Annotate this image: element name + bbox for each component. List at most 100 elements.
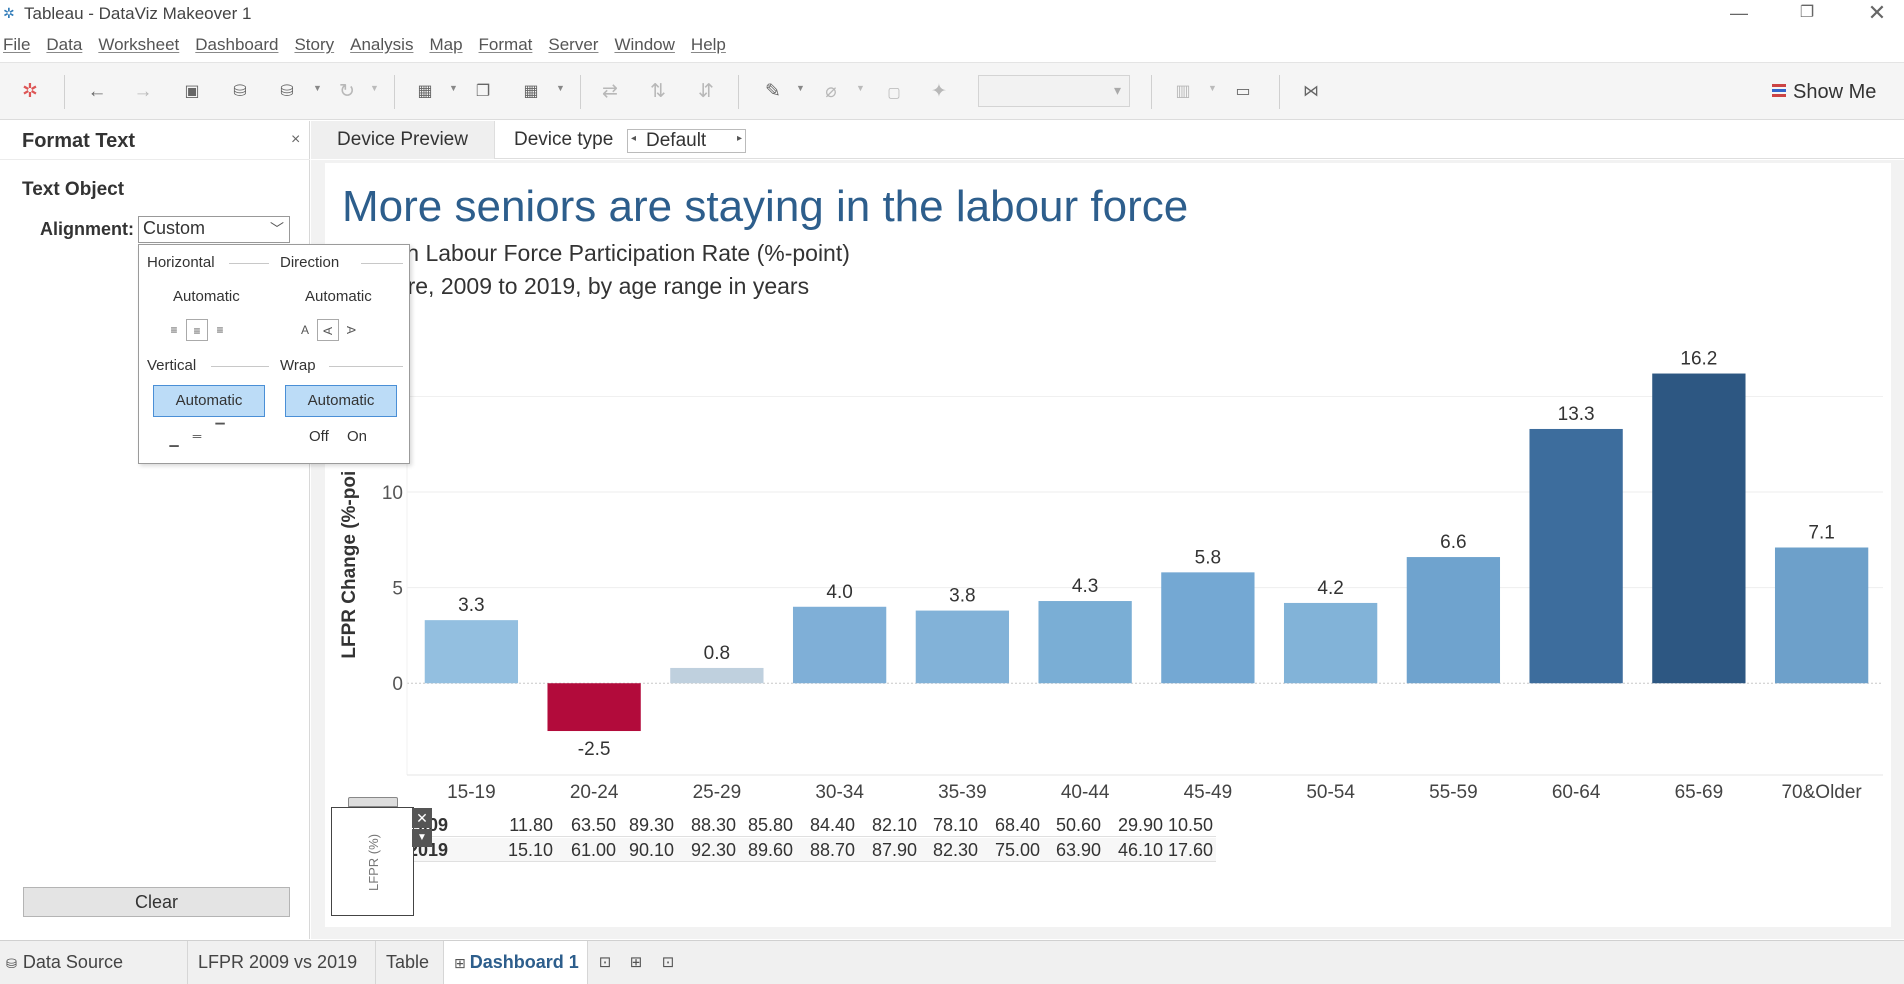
- wrap-on-option[interactable]: On: [347, 428, 368, 445]
- legend-remove-icon[interactable]: ✕: [412, 808, 432, 828]
- menu-format[interactable]: Format: [478, 35, 533, 54]
- prev-arrow-icon[interactable]: ◂: [631, 133, 637, 144]
- fit-combo[interactable]: [978, 75, 1130, 107]
- alignment-popup: Horizontal Direction Automatic Automatic…: [138, 244, 410, 464]
- wrap-automatic-button[interactable]: Automatic: [285, 385, 397, 417]
- menu-dashboard[interactable]: Dashboard: [195, 35, 279, 54]
- device-preview-button[interactable]: Device Preview: [311, 121, 495, 159]
- direction-automatic[interactable]: Automatic: [305, 288, 372, 305]
- tableau-start-icon[interactable]: ✲: [22, 81, 38, 102]
- menu-server[interactable]: Server: [548, 35, 599, 54]
- new-sheet-icon[interactable]: ▦: [417, 83, 433, 100]
- dashboard-subtitle-2[interactable]: pore, 2009 to 2019, by age range in year…: [382, 273, 810, 299]
- sort-ascending-icon[interactable]: ⇅: [650, 81, 666, 102]
- bar[interactable]: [547, 683, 641, 732]
- pause-updates-icon[interactable]: ⛁: [280, 83, 294, 100]
- legend-menu-icon[interactable]: ▼: [412, 829, 432, 847]
- sort-descending-icon[interactable]: ⇵: [698, 81, 714, 102]
- highlight-icon[interactable]: ✎: [765, 81, 781, 102]
- new-story-icon[interactable]: ⊡: [661, 954, 675, 971]
- bar[interactable]: [1038, 601, 1132, 684]
- align-right-icon[interactable]: ≡: [216, 323, 224, 337]
- sheet-tab-bar: ⛁ Data Source LFPR 2009 vs 2019 Table ⊞ Da…: [0, 940, 1904, 984]
- horizontal-automatic[interactable]: Automatic: [173, 288, 240, 305]
- group-icon[interactable]: ⌀: [825, 81, 837, 102]
- align-center-icon[interactable]: ≡: [186, 319, 208, 341]
- menu-worksheet[interactable]: Worksheet: [98, 35, 180, 54]
- bar[interactable]: [1283, 602, 1378, 684]
- align-bottom-icon[interactable]: ▁: [169, 433, 179, 447]
- y-tick-label: 10: [382, 483, 403, 504]
- menu-window[interactable]: Window: [614, 35, 675, 54]
- bar[interactable]: [670, 667, 764, 684]
- save-icon[interactable]: ▣: [184, 83, 200, 100]
- bar[interactable]: [1652, 373, 1746, 684]
- data-source-tab[interactable]: ⛁ Data Source: [0, 941, 188, 984]
- bar[interactable]: [424, 620, 519, 684]
- new-worksheet-icon[interactable]: ⊡: [598, 954, 612, 971]
- vertical-automatic-button[interactable]: Automatic: [153, 385, 265, 417]
- menu-story[interactable]: Story: [294, 35, 335, 54]
- menu-data[interactable]: Data: [46, 35, 83, 54]
- swap-icon[interactable]: ⇄: [602, 81, 618, 102]
- table-cell: 75.00: [994, 840, 1040, 860]
- show-labels-icon[interactable]: ▢: [887, 84, 901, 100]
- new-dashboard-icon[interactable]: ⊞: [629, 954, 643, 971]
- refresh-icon[interactable]: ↻: [339, 81, 355, 102]
- fix-axes-icon[interactable]: ✦: [931, 81, 947, 102]
- sheet-tab[interactable]: LFPR 2009 vs 2019: [188, 941, 376, 984]
- menu-file[interactable]: File: [3, 35, 31, 54]
- align-left-icon[interactable]: ≡: [170, 323, 178, 337]
- restore-icon[interactable]: ❐: [1799, 4, 1815, 21]
- new-data-source-icon[interactable]: ⛁: [233, 83, 247, 100]
- device-type-value: Default: [646, 130, 707, 151]
- undo-icon[interactable]: ←: [87, 81, 107, 102]
- duplicate-sheet-icon[interactable]: ❐: [475, 83, 491, 100]
- align-middle-icon[interactable]: ═: [192, 429, 202, 443]
- wrap-off-option[interactable]: Off: [309, 428, 329, 445]
- bar[interactable]: [915, 610, 1010, 684]
- align-top-icon[interactable]: ▔: [215, 423, 225, 437]
- pane-close-icon[interactable]: ×: [291, 131, 301, 148]
- cards-icon[interactable]: ▥: [1175, 83, 1191, 100]
- bar[interactable]: [1161, 572, 1255, 684]
- bar[interactable]: [1529, 428, 1623, 684]
- alignment-select[interactable]: Custom ﹀: [138, 216, 290, 243]
- direction-horizontal-icon[interactable]: A: [300, 323, 309, 337]
- legend-card[interactable]: LFPR (%): [331, 807, 414, 916]
- direction-down-icon[interactable]: A: [343, 325, 358, 335]
- sheet-tab[interactable]: Table: [376, 941, 444, 984]
- table-cell: 90.10: [628, 840, 674, 860]
- y-axis-label: LFPR Change (%-poi: [339, 471, 360, 659]
- table-cell: 46.10: [1117, 840, 1163, 860]
- bar[interactable]: [1406, 557, 1501, 684]
- menu-help[interactable]: Help: [690, 35, 726, 54]
- bar[interactable]: [792, 606, 887, 684]
- clear-button[interactable]: Clear: [23, 887, 290, 917]
- close-window-icon[interactable]: ✕: [1867, 0, 1887, 25]
- dashboard-subtitle-1[interactable]: e in Labour Force Participation Rate (%-…: [382, 240, 850, 266]
- bar[interactable]: [1774, 547, 1869, 684]
- menu-map[interactable]: Map: [429, 35, 463, 54]
- dashboard-tab[interactable]: ⊞ Dashboard 1: [444, 941, 588, 984]
- minimize-icon[interactable]: —: [1730, 3, 1748, 23]
- show-me-button[interactable]: Show Me: [1772, 77, 1876, 107]
- device-bar: Device Preview Device type ◂ Default ▸: [311, 121, 1904, 159]
- menu-analysis[interactable]: Analysis: [350, 35, 414, 54]
- dashboard: [325, 163, 1891, 927]
- presentation-icon[interactable]: ▭: [1235, 83, 1251, 100]
- legend-grip[interactable]: [348, 797, 398, 807]
- wrap-heading: Wrap: [280, 357, 316, 374]
- device-type-select[interactable]: ◂ Default ▸: [627, 129, 746, 153]
- clear-sheet-icon[interactable]: ▦: [523, 83, 539, 100]
- direction-up-icon[interactable]: A: [317, 319, 339, 341]
- dashboard-title[interactable]: More seniors are staying in the labour f…: [342, 182, 1189, 231]
- share-icon[interactable]: ⋈: [1303, 83, 1319, 100]
- redo-icon[interactable]: →: [133, 81, 153, 102]
- chevron-down-icon: ﹀: [270, 221, 284, 237]
- y-tick-label: 5: [392, 579, 403, 600]
- data-label: 13.3: [1558, 404, 1595, 425]
- direction-heading: Direction: [280, 254, 340, 271]
- next-arrow-icon[interactable]: ▸: [736, 133, 742, 144]
- data-label: 3.3: [458, 595, 484, 616]
